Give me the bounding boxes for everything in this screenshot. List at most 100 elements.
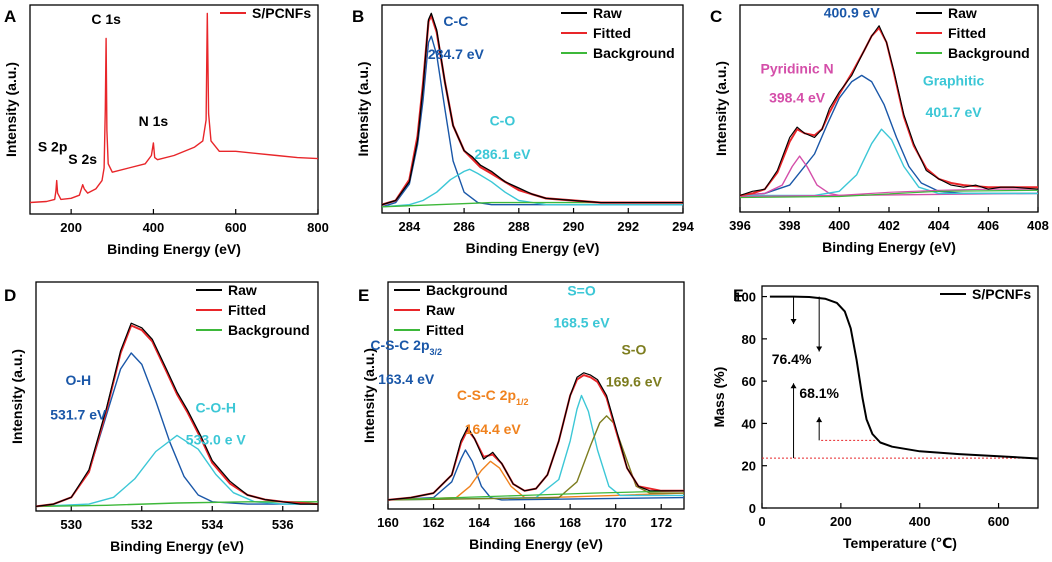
legend-label: Fitted bbox=[948, 25, 986, 41]
x-tick-label: 400 bbox=[828, 218, 850, 233]
x-tick-label: 398 bbox=[779, 218, 801, 233]
x-tick-label: 534 bbox=[201, 517, 223, 532]
x-tick-label: 292 bbox=[617, 219, 639, 234]
panel-label: F bbox=[733, 286, 743, 305]
series-c-o-h bbox=[36, 434, 318, 508]
peak-annotation: 533.0 e V bbox=[186, 432, 247, 448]
peak-annotation: Graphitic bbox=[923, 73, 985, 89]
peak-annotation: 68.1% bbox=[799, 385, 839, 401]
x-tick-label: 600 bbox=[225, 220, 247, 235]
series-pyridinic-n bbox=[740, 155, 1038, 197]
series-c-o bbox=[382, 168, 683, 208]
plot-frame bbox=[381, 4, 684, 214]
series-s-pcnfs bbox=[30, 12, 318, 204]
y-tick-label: 80 bbox=[742, 332, 756, 347]
legend-label: Background bbox=[228, 322, 310, 338]
x-tick-label: 532 bbox=[131, 517, 153, 532]
y-axis-title: Mass (%) bbox=[711, 367, 727, 428]
legend-label: Fitted bbox=[426, 322, 464, 338]
panel-F: F 0 200 400 600 0 20 40 60 80 100 Temperature (℃) Ma… bbox=[711, 285, 1039, 551]
x-axis-title: Binding Energy (eV) bbox=[466, 240, 600, 256]
x-axis-title: Binding Energy (eV) bbox=[469, 536, 603, 552]
legend-label: Background bbox=[426, 282, 508, 298]
plot-frame bbox=[387, 281, 685, 510]
peak-annotation: N 1s bbox=[139, 113, 169, 129]
plot-frame bbox=[35, 281, 319, 512]
series-fitted bbox=[388, 374, 684, 501]
peak-annotation: C-C bbox=[443, 13, 468, 29]
x-tick-label: 290 bbox=[563, 219, 585, 234]
x-tick-label: 288 bbox=[508, 219, 530, 234]
x-tick-label: 400 bbox=[143, 220, 165, 235]
peak-annotation: 169.6 eV bbox=[606, 373, 663, 389]
peak-annotation: C-S-C 2p3/2 bbox=[370, 337, 442, 357]
x-axis-title: Binding Energy (eV) bbox=[110, 538, 244, 554]
peak-annotation: S 2p bbox=[38, 138, 68, 154]
legend-label: Background bbox=[948, 45, 1030, 61]
peak-annotation: 76.4% bbox=[772, 351, 812, 367]
x-tick-label: 396 bbox=[729, 218, 751, 233]
y-tick-label: 60 bbox=[742, 374, 756, 389]
annotation-subscript: 3/2 bbox=[430, 347, 443, 357]
y-tick-label: 20 bbox=[742, 459, 756, 474]
x-tick-label: 600 bbox=[988, 514, 1010, 529]
legend-label: Raw bbox=[426, 302, 455, 318]
x-tick-label: 168 bbox=[559, 515, 581, 530]
x-tick-label: 162 bbox=[423, 515, 445, 530]
peak-annotation: Pyridinic N bbox=[761, 60, 834, 76]
legend-label: Background bbox=[593, 45, 675, 61]
series-background bbox=[388, 490, 684, 501]
series-raw bbox=[382, 12, 683, 206]
y-axis-title: Intensity (a.u.) bbox=[355, 62, 371, 157]
y-tick-label: 100 bbox=[734, 290, 756, 305]
arrow-up-head bbox=[790, 383, 797, 389]
panel-label: E bbox=[358, 286, 369, 305]
x-axis-title: Binding Energy (eV) bbox=[822, 239, 956, 255]
peak-annotation: C 1s bbox=[91, 11, 121, 27]
annotation-subscript: 1/2 bbox=[516, 397, 529, 407]
y-axis-title: Intensity (a.u.) bbox=[361, 348, 377, 443]
x-tick-label: 164 bbox=[468, 515, 490, 530]
peak-annotation: S-O bbox=[621, 342, 646, 358]
x-tick-label: 166 bbox=[514, 515, 536, 530]
series-background bbox=[740, 188, 1038, 198]
legend-label: Raw bbox=[228, 282, 257, 298]
panel-D: D 530 532 534 536 Binding Energy (eV) Intensit… bbox=[4, 281, 319, 554]
panel-A: A 200 400 600 800 Binding Energy (eV) Intensit… bbox=[3, 0, 329, 257]
x-tick-label: 200 bbox=[60, 220, 82, 235]
x-tick-label: 284 bbox=[399, 219, 421, 234]
legend-label: S/PCNFs bbox=[252, 5, 311, 21]
series-raw bbox=[740, 25, 1038, 196]
peak-annotation: 286.1 eV bbox=[474, 146, 531, 162]
series-raw bbox=[388, 372, 684, 501]
panel-label: A bbox=[4, 7, 16, 26]
x-tick-label: 406 bbox=[977, 218, 999, 233]
series-pyrrolic-n bbox=[740, 74, 1038, 197]
x-tick-label: 402 bbox=[878, 218, 900, 233]
x-tick-label: 172 bbox=[650, 515, 672, 530]
x-tick-label: 404 bbox=[928, 218, 950, 233]
x-axis-title: Binding Energy (eV) bbox=[107, 241, 241, 257]
legend-label: Fitted bbox=[593, 25, 631, 41]
peak-annotation: C-O bbox=[490, 113, 516, 129]
x-tick-label: 530 bbox=[60, 517, 82, 532]
panel-C: C 396 398 400 402 404 406 408 Binding Energy (eV… bbox=[710, 4, 1049, 255]
peak-annotation: C-S-C 2p1/2 bbox=[457, 387, 529, 407]
x-tick-label: 400 bbox=[909, 514, 931, 529]
panel-label: C bbox=[710, 7, 722, 26]
y-axis-title: Intensity (a.u.) bbox=[713, 61, 729, 156]
panel-label: B bbox=[352, 7, 364, 26]
peak-annotation: C-O-H bbox=[196, 400, 236, 416]
arrow-down-head bbox=[790, 319, 797, 325]
y-tick-label: 0 bbox=[749, 501, 756, 516]
legend-label: Raw bbox=[948, 5, 977, 21]
x-tick-label: 170 bbox=[605, 515, 627, 530]
x-tick-label: 160 bbox=[377, 515, 399, 530]
peak-annotation: 400.9 eV bbox=[824, 4, 881, 20]
y-axis-title: Intensity (a.u.) bbox=[3, 62, 19, 157]
plot-frame bbox=[29, 4, 319, 215]
legend-label: Raw bbox=[593, 5, 622, 21]
x-tick-label: 536 bbox=[272, 517, 294, 532]
peak-annotation: 168.5 eV bbox=[554, 314, 611, 330]
